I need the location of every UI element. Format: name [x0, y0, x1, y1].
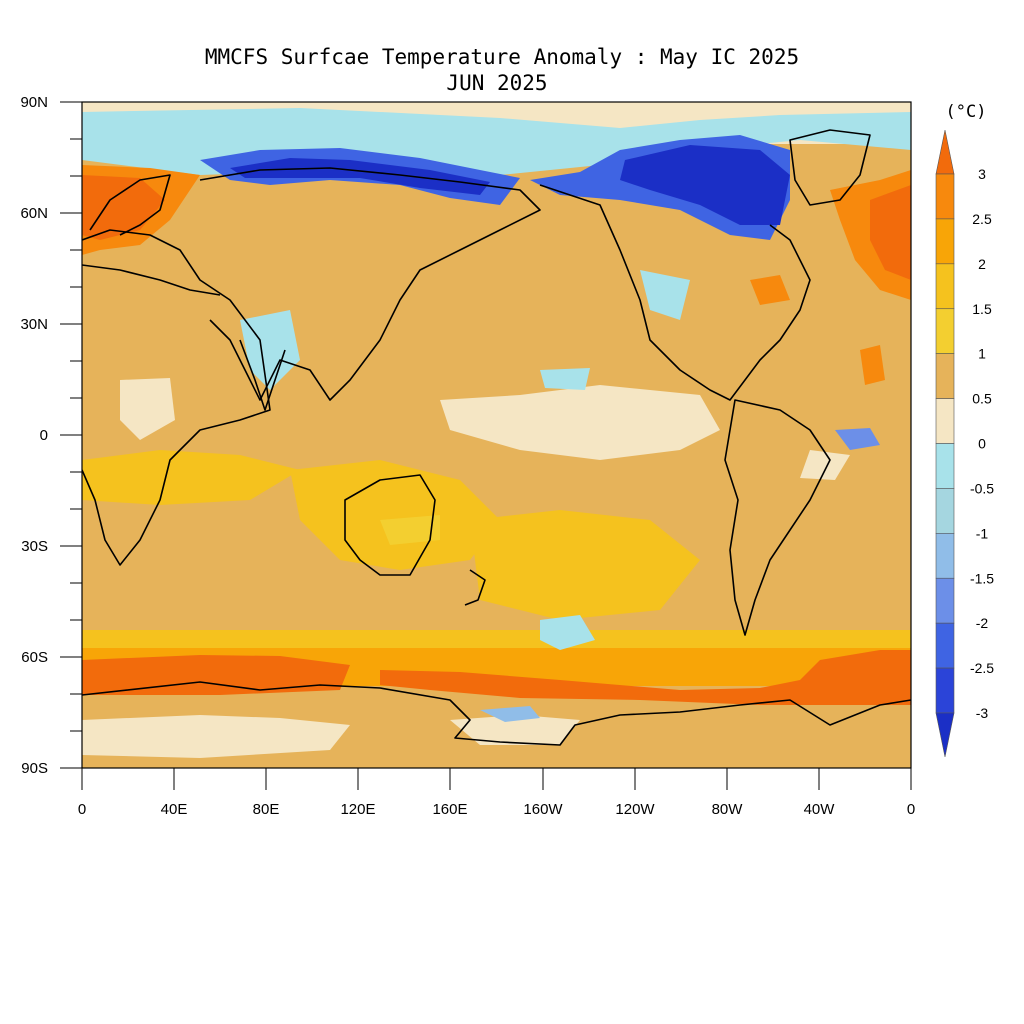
- colorbar-swatch: [935, 263, 955, 310]
- colorbar-swatch: [935, 308, 955, 354]
- colorbar-bottom-arrow: [935, 712, 955, 758]
- colorbar-tick-label: -1: [976, 525, 989, 541]
- colorbar-tick-label: -1.5: [970, 570, 994, 586]
- colorbar-tick-label: -0.5: [970, 480, 994, 496]
- colorbar-swatch: [935, 353, 955, 399]
- colorbar-tick-label: 1: [978, 346, 986, 362]
- lon-axis: 0 40E 80E 120E 160E 160W 120W 80W 40W 0: [78, 768, 915, 818]
- colorbar-swatch: [935, 443, 955, 489]
- colorbar-swatch: [935, 533, 955, 579]
- colorbar-tick-label: -2.5: [970, 660, 994, 676]
- colorbar-tick-label: 3: [978, 166, 986, 182]
- colorbar-swatch: [935, 398, 955, 444]
- colorbar-swatch: [935, 622, 955, 669]
- chart-title-line2: JUN 2025: [446, 71, 547, 95]
- lat-label-90s: 90S: [21, 760, 48, 777]
- colorbar-tick-label: 2.5: [972, 211, 992, 227]
- lat-label-60s: 60S: [21, 649, 48, 666]
- anomaly-field: [82, 102, 911, 768]
- lon-label-40w: 40W: [804, 801, 836, 818]
- lon-label-120w: 120W: [615, 801, 655, 818]
- colorbar: (°C) 3 2.5 2 1.5 1 0.5 0 -0.5 -1 -1.5 -2 -2.5 -3: [935, 102, 994, 758]
- colorbar-tick-label: 0: [978, 436, 986, 452]
- colorbar-swatch: [935, 173, 955, 220]
- lon-label-0: 0: [78, 801, 86, 818]
- colorbar-tick-label: 1.5: [972, 301, 992, 317]
- colorbar-swatch: [935, 667, 955, 714]
- lon-label-0-end: 0: [907, 801, 915, 818]
- colorbar-swatch: [935, 577, 955, 624]
- lon-label-160e: 160E: [432, 801, 467, 818]
- lon-label-80w: 80W: [712, 801, 744, 818]
- colorbar-tick-label: -2: [976, 615, 989, 631]
- colorbar-tick-label: -3: [976, 705, 989, 721]
- lat-label-90n: 90N: [20, 94, 48, 111]
- lat-label-30n: 30N: [20, 316, 48, 333]
- lat-label-0: 0: [40, 427, 48, 444]
- colorbar-top-arrow: [935, 129, 955, 175]
- colorbar-unit-label: (°C): [946, 102, 987, 122]
- colorbar-tick-label: 2: [978, 256, 986, 272]
- coastlines: [82, 129, 911, 746]
- colorbar-swatch: [935, 218, 955, 265]
- lat-label-60n: 60N: [20, 205, 48, 222]
- colorbar-swatch: [935, 488, 955, 534]
- lon-label-120e: 120E: [340, 801, 375, 818]
- chart-title-line1: MMCFS Surfcae Temperature Anomaly : May …: [205, 45, 799, 69]
- colorbar-tick-label: 0.5: [972, 391, 992, 407]
- lat-axis: 90N 60N 30N 0 30S 60S 90S: [20, 94, 82, 777]
- lon-label-40e: 40E: [161, 801, 188, 818]
- lon-label-80e: 80E: [253, 801, 280, 818]
- lat-label-30s: 30S: [21, 538, 48, 555]
- lon-label-160w: 160W: [523, 801, 563, 818]
